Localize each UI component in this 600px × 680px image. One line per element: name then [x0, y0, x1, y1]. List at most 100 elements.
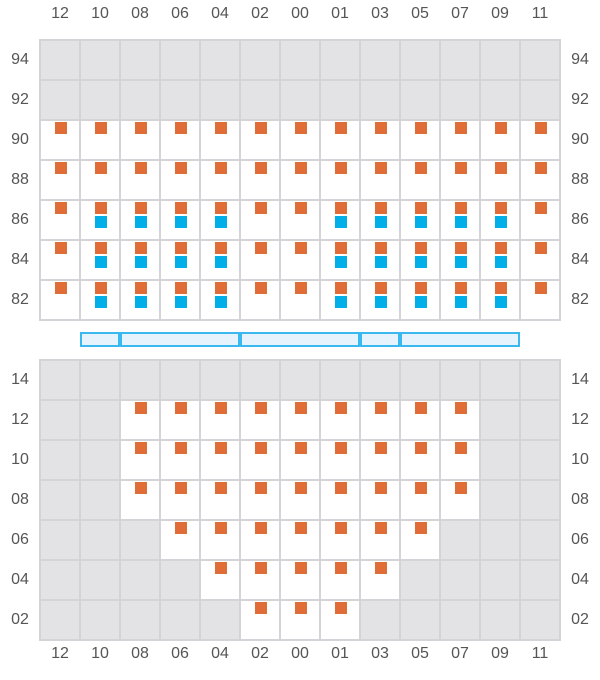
blue-marker[interactable] — [175, 216, 187, 228]
seat-cell[interactable] — [401, 481, 439, 519]
orange-marker[interactable] — [295, 442, 307, 454]
seat-cell[interactable] — [281, 441, 319, 479]
seat-cell[interactable] — [121, 401, 159, 439]
seat-cell[interactable] — [201, 441, 239, 479]
orange-marker[interactable] — [335, 242, 347, 254]
orange-marker[interactable] — [295, 602, 307, 614]
blue-marker[interactable] — [375, 296, 387, 308]
seat-cell[interactable] — [121, 281, 159, 319]
seat-cell[interactable] — [361, 441, 399, 479]
seat-cell[interactable] — [281, 121, 319, 159]
seat-cell[interactable] — [361, 161, 399, 199]
orange-marker[interactable] — [55, 162, 67, 174]
orange-marker[interactable] — [495, 162, 507, 174]
orange-marker[interactable] — [215, 442, 227, 454]
orange-marker[interactable] — [535, 162, 547, 174]
seat-cell[interactable] — [401, 401, 439, 439]
seat-cell[interactable] — [201, 121, 239, 159]
seat-cell[interactable] — [361, 481, 399, 519]
blue-marker[interactable] — [135, 256, 147, 268]
seat-cell[interactable] — [241, 601, 279, 639]
orange-marker[interactable] — [415, 482, 427, 494]
orange-marker[interactable] — [455, 122, 467, 134]
seat-cell[interactable] — [521, 281, 559, 319]
orange-marker[interactable] — [375, 482, 387, 494]
seat-cell[interactable] — [121, 121, 159, 159]
seat-cell[interactable] — [41, 281, 79, 319]
orange-marker[interactable] — [55, 202, 67, 214]
orange-marker[interactable] — [55, 122, 67, 134]
orange-marker[interactable] — [55, 282, 67, 294]
orange-marker[interactable] — [415, 402, 427, 414]
seat-cell[interactable] — [81, 201, 119, 239]
orange-marker[interactable] — [455, 282, 467, 294]
orange-marker[interactable] — [375, 282, 387, 294]
seat-cell[interactable] — [241, 121, 279, 159]
blue-marker[interactable] — [215, 256, 227, 268]
seat-cell[interactable] — [281, 281, 319, 319]
seat-cell[interactable] — [361, 201, 399, 239]
orange-marker[interactable] — [415, 522, 427, 534]
orange-marker[interactable] — [335, 522, 347, 534]
seat-cell[interactable] — [361, 121, 399, 159]
orange-marker[interactable] — [215, 122, 227, 134]
orange-marker[interactable] — [455, 442, 467, 454]
orange-marker[interactable] — [295, 282, 307, 294]
orange-marker[interactable] — [175, 122, 187, 134]
bar-segment[interactable] — [360, 332, 400, 347]
orange-marker[interactable] — [95, 282, 107, 294]
blue-marker[interactable] — [495, 216, 507, 228]
orange-marker[interactable] — [455, 162, 467, 174]
orange-marker[interactable] — [335, 402, 347, 414]
orange-marker[interactable] — [135, 282, 147, 294]
seat-cell[interactable] — [41, 161, 79, 199]
seat-cell[interactable] — [241, 241, 279, 279]
orange-marker[interactable] — [295, 202, 307, 214]
orange-marker[interactable] — [535, 202, 547, 214]
orange-marker[interactable] — [95, 162, 107, 174]
seat-cell[interactable] — [401, 121, 439, 159]
orange-marker[interactable] — [375, 162, 387, 174]
seat-cell[interactable] — [121, 161, 159, 199]
seat-cell[interactable] — [481, 201, 519, 239]
orange-marker[interactable] — [495, 282, 507, 294]
blue-marker[interactable] — [415, 216, 427, 228]
blue-marker[interactable] — [335, 256, 347, 268]
seat-cell[interactable] — [521, 241, 559, 279]
blue-marker[interactable] — [95, 256, 107, 268]
seat-cell[interactable] — [321, 161, 359, 199]
seat-cell[interactable] — [361, 241, 399, 279]
orange-marker[interactable] — [175, 282, 187, 294]
orange-marker[interactable] — [415, 242, 427, 254]
orange-marker[interactable] — [375, 122, 387, 134]
orange-marker[interactable] — [455, 202, 467, 214]
seat-cell[interactable] — [361, 521, 399, 559]
orange-marker[interactable] — [175, 442, 187, 454]
orange-marker[interactable] — [175, 242, 187, 254]
seat-cell[interactable] — [321, 401, 359, 439]
seat-cell[interactable] — [161, 281, 199, 319]
seat-cell[interactable] — [441, 481, 479, 519]
orange-marker[interactable] — [175, 162, 187, 174]
orange-marker[interactable] — [135, 402, 147, 414]
blue-marker[interactable] — [135, 216, 147, 228]
seat-cell[interactable] — [201, 401, 239, 439]
blue-marker[interactable] — [455, 216, 467, 228]
orange-marker[interactable] — [135, 162, 147, 174]
orange-marker[interactable] — [335, 202, 347, 214]
blue-marker[interactable] — [495, 256, 507, 268]
seat-cell[interactable] — [281, 521, 319, 559]
seat-cell[interactable] — [201, 161, 239, 199]
orange-marker[interactable] — [175, 202, 187, 214]
seat-cell[interactable] — [441, 161, 479, 199]
orange-marker[interactable] — [175, 402, 187, 414]
orange-marker[interactable] — [295, 122, 307, 134]
bar-segment[interactable] — [240, 332, 360, 347]
seat-cell[interactable] — [481, 281, 519, 319]
orange-marker[interactable] — [335, 122, 347, 134]
orange-marker[interactable] — [415, 122, 427, 134]
seat-cell[interactable] — [401, 241, 439, 279]
seat-cell[interactable] — [401, 161, 439, 199]
seat-cell[interactable] — [41, 201, 79, 239]
seat-cell[interactable] — [161, 401, 199, 439]
